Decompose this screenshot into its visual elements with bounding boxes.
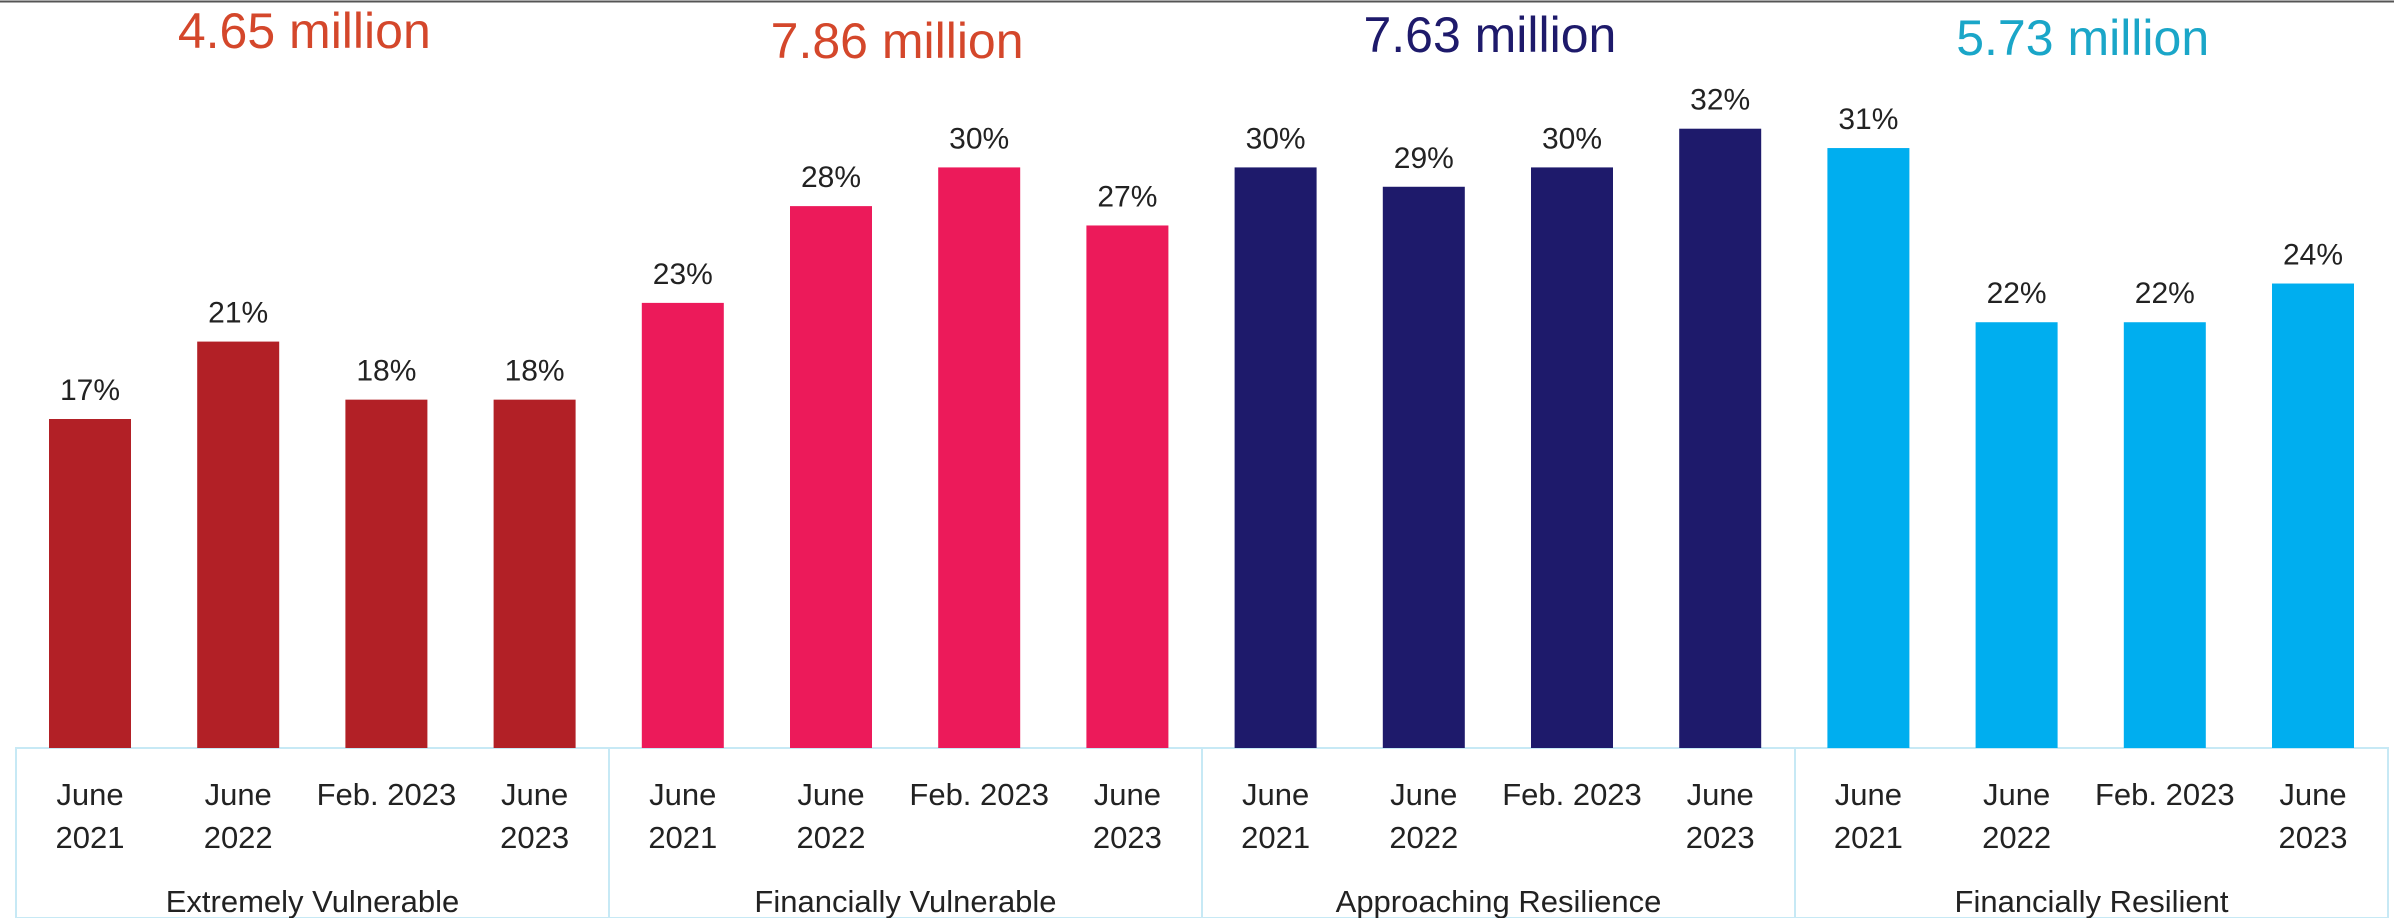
- tick-label: Feb. 2023: [909, 777, 1049, 812]
- bar: [493, 399, 576, 748]
- bar: [1827, 148, 1910, 748]
- data-label: 28%: [801, 161, 861, 194]
- bar: [345, 399, 428, 748]
- data-label: 30%: [1246, 122, 1306, 155]
- group-label: Financially Resilient: [1955, 884, 2229, 918]
- data-label: 24%: [2283, 239, 2343, 272]
- tick-label: June: [205, 777, 272, 812]
- data-label: 22%: [2135, 277, 2195, 310]
- bar: [49, 419, 131, 748]
- data-label: 30%: [949, 122, 1009, 155]
- group-label: Approaching Resilience: [1336, 884, 1662, 918]
- tick-label: 2021: [1834, 820, 1903, 855]
- data-label: 18%: [356, 355, 416, 388]
- tick-label: June: [1094, 777, 1161, 812]
- data-label: 22%: [1987, 277, 2047, 310]
- group-total-label: 7.63 million: [1363, 7, 1616, 63]
- data-label: 30%: [1542, 122, 1602, 155]
- tick-label: 2023: [2279, 820, 2348, 855]
- bar: [1975, 322, 2058, 748]
- tick-label: 2023: [1686, 820, 1755, 855]
- tick-label: June: [1390, 777, 1457, 812]
- tick-label: June: [797, 777, 864, 812]
- data-label: 27%: [1097, 180, 1157, 213]
- tick-label: Feb. 2023: [317, 777, 457, 812]
- tick-label: 2021: [648, 820, 717, 855]
- tick-label: 2022: [1389, 820, 1458, 855]
- data-label: 21%: [208, 297, 268, 330]
- bar: [790, 206, 872, 748]
- tick-label: June: [649, 777, 716, 812]
- bar: [2272, 283, 2354, 748]
- data-label: 29%: [1394, 142, 1454, 175]
- group-total-label: 4.65 million: [178, 3, 431, 59]
- group-total-label: 5.73 million: [1956, 10, 2209, 66]
- data-label: 23%: [653, 258, 713, 291]
- tick-label: 2022: [797, 820, 866, 855]
- data-label: 18%: [505, 355, 565, 388]
- data-label: 32%: [1690, 84, 1750, 117]
- bar: [938, 167, 1021, 749]
- group-total-label: 7.86 million: [771, 13, 1024, 69]
- bar: [1679, 128, 1762, 749]
- tick-label: June: [501, 777, 568, 812]
- tick-label: June: [1687, 777, 1754, 812]
- tick-label: 2021: [56, 820, 125, 855]
- group-label: Financially Vulnerable: [754, 884, 1056, 918]
- tick-label: 2022: [1982, 820, 2051, 855]
- bar: [1531, 167, 1613, 749]
- tick-label: June: [1983, 777, 2050, 812]
- tick-label: June: [2279, 777, 2346, 812]
- tick-label: 2021: [1241, 820, 1310, 855]
- data-label: 31%: [1838, 103, 1898, 136]
- bar: [641, 302, 724, 748]
- tick-label: Feb. 2023: [2095, 777, 2235, 812]
- tick-label: 2023: [1093, 820, 1162, 855]
- bar: [1086, 225, 1169, 748]
- tick-label: 2022: [204, 820, 273, 855]
- bar: [2123, 322, 2206, 748]
- tick-label: June: [1242, 777, 1309, 812]
- tick-label: Feb. 2023: [1502, 777, 1642, 812]
- tick-label: June: [56, 777, 123, 812]
- bar: [1382, 186, 1465, 748]
- tick-label: June: [1835, 777, 1902, 812]
- tick-label: 2023: [500, 820, 569, 855]
- group-label: Extremely Vulnerable: [166, 884, 460, 918]
- data-label: 17%: [60, 374, 120, 407]
- bar: [197, 341, 280, 748]
- bar: [1234, 167, 1317, 749]
